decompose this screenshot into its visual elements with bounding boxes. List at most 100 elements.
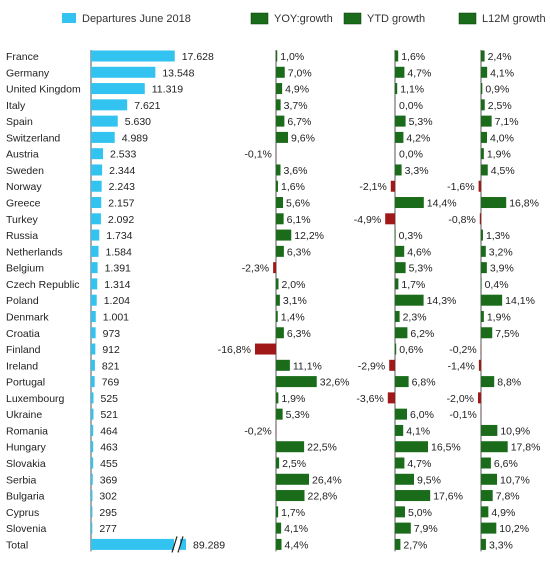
ytd-bar-spain <box>395 115 406 127</box>
ytd-value-label-croatia: 6,2% <box>410 328 434 340</box>
departures-bar-poland <box>91 294 97 306</box>
l12m-bar-italy <box>481 99 485 111</box>
category-label-hungary: Hungary <box>6 442 46 454</box>
category-label-germany: Germany <box>6 67 50 79</box>
category-label-france: France <box>6 51 39 63</box>
departures-value-label-norway: 2.243 <box>109 181 135 193</box>
ytd-value-label-spain: 5,3% <box>409 116 433 128</box>
departures-bar-romania <box>91 424 94 436</box>
ytd-bar-russia <box>395 229 396 241</box>
ytd-value-label-italy: 0,0% <box>399 100 423 112</box>
ytd-value-label-austria: 0,0% <box>399 149 423 161</box>
l12m-value-label-sweden: 4,5% <box>491 165 515 177</box>
ytd-bar-ireland <box>389 359 395 371</box>
ytd-bar-serbia <box>395 473 414 485</box>
yoy-bar-germany <box>276 66 285 78</box>
yoy-bar-norway <box>276 180 278 192</box>
yoy-bar-portugal <box>276 376 317 388</box>
category-label-ukraine: Ukraine <box>6 409 42 421</box>
category-label-czech-republic: Czech Republic <box>6 279 80 291</box>
ytd-value-label-slovenia: 7,9% <box>414 523 438 535</box>
ytd-value-label-greece: 14,4% <box>427 198 457 210</box>
yoy-value-label-greece: 5,6% <box>286 198 310 210</box>
category-label-finland: Finland <box>6 344 41 356</box>
departures-value-label-czech-republic: 1.314 <box>104 279 130 291</box>
ytd-bar-norway <box>390 180 395 192</box>
ytd-bar-united-kingdom <box>395 83 398 95</box>
legend-label-ytd: YTD growth <box>367 13 425 25</box>
l12m-value-label-denmark: 1,9% <box>487 311 511 323</box>
departures-bar-ireland <box>91 359 95 371</box>
l12m-value-label-total: 3,3% <box>489 539 513 551</box>
l12m-bar-spain <box>481 115 492 127</box>
ytd-value-label-united-kingdom: 1,1% <box>400 84 424 96</box>
departures-value-label-hungary: 463 <box>100 442 118 454</box>
category-label-serbia: Serbia <box>6 474 37 486</box>
l12m-value-label-cyprus: 4,9% <box>491 507 515 519</box>
l12m-bar-romania <box>481 424 498 436</box>
yoy-bar-serbia <box>276 473 309 485</box>
yoy-bar-russia <box>276 229 292 241</box>
ytd-bar-luxembourg <box>387 392 395 404</box>
departures-bar-cyprus <box>91 506 93 518</box>
category-label-portugal: Portugal <box>6 377 45 389</box>
category-label-spain: Spain <box>6 116 33 128</box>
category-label-belgium: Belgium <box>6 263 44 275</box>
category-label-bulgaria: Bulgaria <box>6 491 45 503</box>
departures-bar-serbia <box>91 473 93 485</box>
category-label-poland: Poland <box>6 295 39 307</box>
yoy-value-label-croatia: 6,3% <box>287 328 311 340</box>
yoy-value-label-denmark: 1,4% <box>281 311 305 323</box>
category-label-slovenia: Slovenia <box>6 523 46 535</box>
departures-value-label-slovenia: 277 <box>99 523 117 535</box>
l12m-bar-portugal <box>481 376 495 388</box>
yoy-value-label-slovenia: 4,1% <box>284 523 308 535</box>
departures-bar-austria <box>91 148 104 160</box>
yoy-value-label-total: 4,4% <box>285 539 309 551</box>
yoy-value-label-portugal: 32,6% <box>320 377 350 389</box>
departures-value-label-romania: 464 <box>100 425 118 437</box>
category-label-turkey: Turkey <box>6 214 38 226</box>
ytd-value-label-portugal: 6,8% <box>412 377 436 389</box>
category-label-luxembourg: Luxembourg <box>6 393 65 405</box>
ytd-bar-czech-republic <box>395 278 399 290</box>
l12m-bar-norway <box>478 180 481 192</box>
departures-bar-bulgaria <box>91 490 93 502</box>
departures-value-label-cyprus: 295 <box>99 507 117 519</box>
yoy-bar-belgium <box>273 262 276 274</box>
ytd-value-label-romania: 4,1% <box>406 425 430 437</box>
l12m-value-label-ukraine: -0,1% <box>449 409 476 421</box>
yoy-value-label-turkey: 6,1% <box>287 214 311 226</box>
yoy-bar-slovakia <box>276 457 280 469</box>
departures-value-label-belgium: 1.391 <box>105 263 131 275</box>
departures-value-label-united-kingdom: 11.319 <box>152 84 183 96</box>
departures-value-label-slovakia: 455 <box>100 458 118 470</box>
l12m-bar-serbia <box>481 473 498 485</box>
departures-bar-russia <box>91 229 100 241</box>
category-label-sweden: Sweden <box>6 165 44 177</box>
l12m-bar-slovakia <box>481 457 491 469</box>
yoy-value-label-russia: 12,2% <box>294 230 324 242</box>
departures-bar-norway <box>91 180 102 192</box>
ytd-bar-slovenia <box>395 522 411 534</box>
departures-value-label-luxembourg: 525 <box>100 393 118 405</box>
departures-bar-spain <box>91 115 118 127</box>
ytd-bar-hungary <box>395 441 428 453</box>
yoy-value-label-netherlands: 6,3% <box>287 246 311 258</box>
yoy-value-label-germany: 7,0% <box>288 67 312 79</box>
l12m-bar-germany <box>481 66 488 78</box>
ytd-value-label-luxembourg: -3,6% <box>356 393 383 405</box>
ytd-bar-denmark <box>395 310 400 322</box>
l12m-value-label-norway: -1,6% <box>447 181 474 193</box>
l12m-bar-france <box>481 50 485 62</box>
l12m-value-label-italy: 2,5% <box>488 100 512 112</box>
departures-value-label-finland: 912 <box>102 344 120 356</box>
yoy-value-label-czech-republic: 2,0% <box>282 279 306 291</box>
yoy-bar-netherlands <box>276 245 284 257</box>
ytd-value-label-netherlands: 4,6% <box>407 246 431 258</box>
yoy-value-label-poland: 3,1% <box>283 295 307 307</box>
yoy-value-label-italy: 3,7% <box>284 100 308 112</box>
legend-label-yoy: YOY:growth <box>274 13 333 25</box>
ytd-value-label-ireland: -2,9% <box>358 360 385 372</box>
l12m-bar-greece <box>481 197 507 209</box>
